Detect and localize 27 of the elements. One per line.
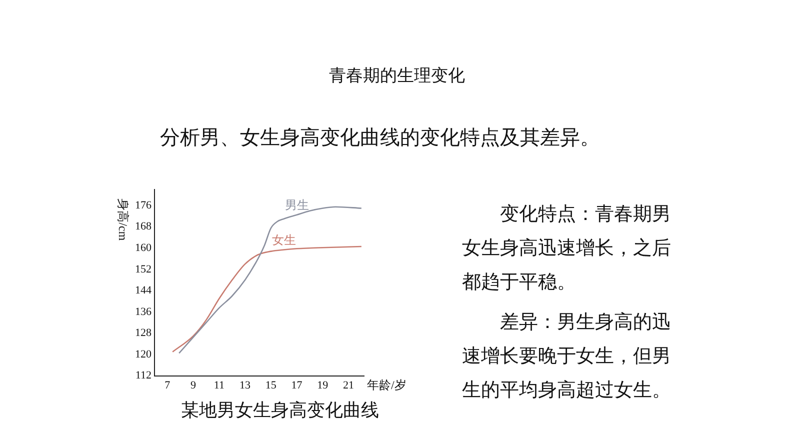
y-tick-label: 112 <box>135 370 152 382</box>
y-tick-label: 176 <box>135 199 152 212</box>
x-tick-label: 7 <box>164 379 171 392</box>
text: 某地男女生身高变化曲线 <box>180 399 380 422</box>
x-tick-label: 21 <box>342 379 354 392</box>
y-tick-label: 136 <box>135 306 152 318</box>
x-tick-label: 9 <box>190 379 197 392</box>
line-series <box>172 246 362 353</box>
y-tick-label: 152 <box>135 263 152 276</box>
x-tick-label: 19 <box>317 379 329 392</box>
x-tick-label: 13 <box>240 379 252 392</box>
y-axis-title: 身高/cm <box>116 198 130 242</box>
y-tick-label: 128 <box>135 327 152 340</box>
y-tick-label: 120 <box>135 348 152 360</box>
chart-title: 青春期的生理变化 <box>328 65 466 87</box>
x-tick-label: 15 <box>265 379 277 392</box>
y-tick-label: 160 <box>135 242 152 254</box>
y-tick-label: 168 <box>135 220 152 233</box>
y-tick-label: 144 <box>135 284 152 297</box>
chart-subtitle: 分析男、女生身高变化曲线的变化特点及其差异。 <box>160 126 600 151</box>
x-tick-label: 11 <box>214 379 224 392</box>
series-label: 男生 <box>284 198 309 212</box>
text: 变化特点：青春期男女生身高迅速增长，之后都趋于平稳。 <box>462 203 672 295</box>
series-label: 女生 <box>272 232 296 247</box>
text: 差异：男生身高的迅速增长要晚于女生，但男生的平均身高超过女生。 <box>462 311 672 403</box>
x-tick-label: 17 <box>291 379 303 392</box>
x-axis-title: 年龄/岁 <box>367 378 406 392</box>
